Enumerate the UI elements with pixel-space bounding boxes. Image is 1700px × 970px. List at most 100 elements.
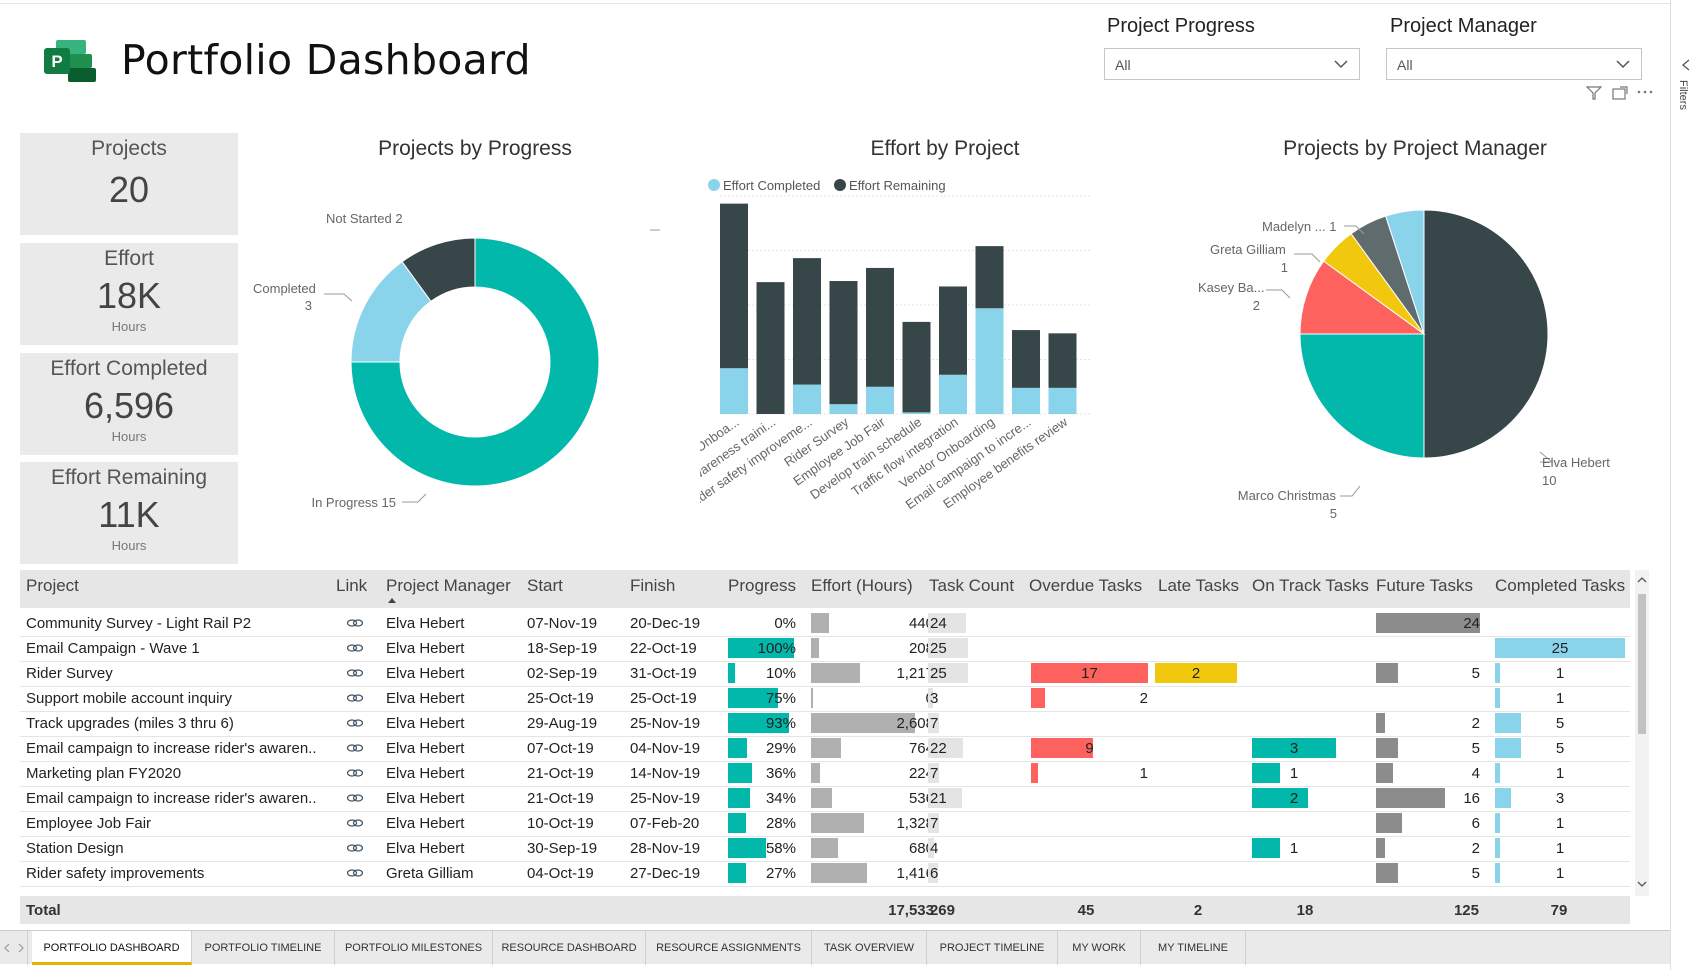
bar-effort-remaining[interactable] — [902, 321, 931, 413]
tab-resource-dashboard[interactable]: RESOURCE DASHBOARD — [493, 931, 646, 965]
project-progress-dropdown[interactable]: All — [1104, 48, 1360, 80]
table-row[interactable]: Track upgrades (miles 3 thru 6) Elva Hebe… — [20, 710, 1630, 737]
effort-bar — [811, 663, 860, 683]
tab-project-timeline[interactable]: PROJECT TIMELINE — [927, 931, 1058, 965]
filter-icon[interactable] — [1586, 86, 1602, 100]
col-link[interactable]: Link — [336, 576, 368, 595]
bar-effort-remaining[interactable] — [793, 258, 821, 385]
table-scrollbar[interactable] — [1635, 570, 1649, 896]
tab-portfolio-dashboard[interactable]: PORTFOLIO DASHBOARD — [32, 931, 192, 965]
pie-slice-marco-christmas[interactable] — [1299, 333, 1425, 459]
completed-bar — [1495, 688, 1500, 708]
bar-effort-completed[interactable] — [975, 308, 1004, 414]
focus-mode-icon[interactable] — [1612, 86, 1628, 100]
future-bar — [1376, 763, 1393, 783]
col-task-count[interactable]: Task Count — [929, 576, 1015, 595]
table-row[interactable]: Community Survey - Light Rail P2 Elva Heb… — [20, 610, 1630, 637]
col-future-tasks[interactable]: Future Tasks — [1376, 576, 1474, 595]
bar-effort-remaining[interactable] — [756, 282, 785, 414]
tab-scroll-buttons[interactable] — [0, 931, 28, 965]
tab-task-overview[interactable]: TASK OVERVIEW — [812, 931, 927, 965]
col-overdue-tasks[interactable]: Overdue Tasks — [1029, 576, 1143, 595]
link-icon[interactable] — [347, 792, 363, 804]
tab-my-timeline[interactable]: MY TIMELINE — [1141, 931, 1246, 965]
effort-by-project-chart[interactable]: Effort Completed Effort Remaining 05001,… — [700, 170, 1200, 550]
table-row[interactable]: Station Design Elva Hebert 30-Sep-19 28-Nov… — [20, 835, 1630, 862]
slicer-label-project-progress: Project Progress — [1107, 15, 1255, 37]
bar-effort-remaining[interactable] — [939, 286, 967, 375]
link-icon[interactable] — [347, 817, 363, 829]
tab-portfolio-milestones[interactable]: PORTFOLIO MILESTONES — [335, 931, 493, 965]
label-marco-count: 5 — [1330, 506, 1337, 521]
project-manager-dropdown[interactable]: All — [1386, 48, 1642, 80]
col-effort[interactable]: Effort (Hours) — [811, 576, 913, 595]
projects-by-progress-chart[interactable]: Not Started 2 Completed 3 In Progress 15 — [240, 180, 660, 530]
link-icon[interactable] — [347, 767, 363, 779]
table-row[interactable]: Email Campaign - Wave 1 Elva Hebert 18-Sep… — [20, 635, 1630, 662]
table-row[interactable]: Marketing plan FY2020 Elva Hebert 21-Oct-1… — [20, 760, 1630, 787]
link-icon[interactable] — [347, 617, 363, 629]
bar-effort-remaining[interactable] — [975, 246, 1004, 309]
projects-table: Project Link Project Manager Start Finis… — [20, 570, 1650, 926]
tab-scroll-arrows-icon[interactable] — [3, 943, 25, 953]
scroll-up-icon[interactable] — [1637, 576, 1647, 584]
table-row[interactable]: Support mobile account inquiry Elva Heber… — [20, 685, 1630, 712]
donut-slice-not-started[interactable] — [401, 237, 476, 303]
bar-effort-completed[interactable] — [793, 384, 821, 414]
link-icon[interactable] — [347, 692, 363, 704]
bar-effort-completed[interactable] — [1048, 387, 1077, 414]
cell-effort: 2,608 — [896, 715, 934, 732]
link-icon[interactable] — [347, 642, 363, 654]
tab-portfolio-timeline[interactable]: PORTFOLIO TIMELINE — [192, 931, 335, 965]
table-row[interactable]: Employee Job Fair Elva Hebert 10-Oct-19 07-… — [20, 810, 1630, 837]
link-icon[interactable] — [347, 842, 363, 854]
table-row[interactable]: Rider safety improvements Greta Gilliam 04… — [20, 860, 1630, 887]
projects-by-manager-chart[interactable]: Madelyn ... 1 Greta Gilliam 1 Kasey Ba..… — [1190, 180, 1660, 530]
donut-slice-in-progress[interactable] — [350, 237, 600, 487]
cell-project-manager: Elva Hebert — [386, 615, 465, 632]
scroll-thumb[interactable] — [1638, 594, 1646, 734]
col-progress[interactable]: Progress — [728, 576, 797, 595]
link-icon[interactable] — [347, 867, 363, 879]
link-icon[interactable] — [347, 717, 363, 729]
col-finish[interactable]: Finish — [630, 576, 676, 595]
cell-project-manager: Elva Hebert — [386, 740, 465, 757]
svg-text:P: P — [51, 52, 62, 71]
table-row[interactable]: Email campaign to increase rider's aware… — [20, 785, 1630, 812]
bar-effort-remaining[interactable] — [866, 267, 894, 387]
pie-slice-elva-hebert[interactable] — [1423, 209, 1549, 459]
tab-resource-assignments[interactable]: RESOURCE ASSIGNMENTS — [646, 931, 812, 965]
scroll-down-icon[interactable] — [1637, 880, 1647, 888]
bar-effort-remaining[interactable] — [1048, 333, 1077, 388]
cell-progress: 58% — [765, 840, 796, 857]
bar-effort-completed[interactable] — [902, 412, 931, 414]
bar-effort-remaining[interactable] — [829, 281, 858, 405]
table-row[interactable]: Rider Survey Elva Hebert 02-Sep-19 31-Oct-1… — [20, 660, 1630, 687]
col-completed-tasks[interactable]: Completed Tasks — [1495, 576, 1626, 595]
bar-effort-remaining[interactable] — [720, 203, 748, 369]
col-project-manager[interactable]: Project Manager — [386, 576, 511, 595]
col-project[interactable]: Project — [26, 576, 79, 595]
pie-slice-other[interactable] — [1385, 209, 1425, 335]
cell-completed: 1 — [1555, 765, 1565, 782]
link-icon[interactable] — [347, 742, 363, 754]
table-row[interactable]: Email campaign to increase rider's aware… — [20, 735, 1630, 762]
bar-effort-completed[interactable] — [1012, 387, 1040, 414]
col-on-track-tasks[interactable]: On Track Tasks — [1252, 576, 1369, 595]
col-start[interactable]: Start — [527, 576, 563, 595]
collapse-icon[interactable] — [1679, 58, 1693, 72]
pie-slice-kasey-ba-[interactable] — [1299, 260, 1426, 335]
more-options-icon[interactable] — [1637, 88, 1653, 96]
bar-effort-completed[interactable] — [829, 404, 858, 414]
chart-title-effort: Effort by Project — [870, 137, 1020, 160]
cell-task-count: 25 — [930, 640, 947, 657]
link-icon[interactable] — [347, 667, 363, 679]
tab-my-work[interactable]: MY WORK — [1058, 931, 1141, 965]
filters-pane[interactable]: Filters — [1670, 0, 1700, 970]
col-late-tasks[interactable]: Late Tasks — [1158, 576, 1239, 595]
card-label: Effort Completed — [50, 357, 208, 380]
bar-effort-remaining[interactable] — [1012, 330, 1040, 388]
bar-effort-completed[interactable] — [720, 368, 748, 414]
bar-effort-completed[interactable] — [939, 374, 967, 414]
bar-effort-completed[interactable] — [866, 386, 894, 414]
